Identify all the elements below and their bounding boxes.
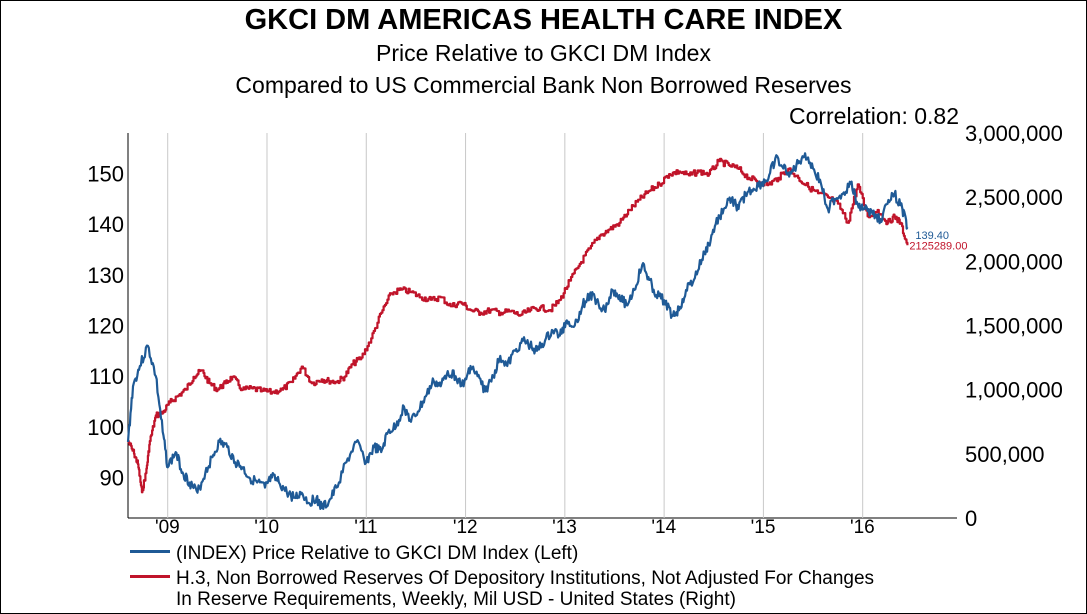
chart-title: GKCI DM AMERICAS HEALTH CARE INDEX	[244, 4, 843, 36]
series-line-index	[126, 152, 909, 510]
right-tick-label: 3,000,000	[965, 121, 1063, 146]
x-tick-label: '10	[254, 517, 279, 538]
x-tick-label: '09	[155, 517, 180, 538]
x-tick-label: '16	[850, 517, 875, 538]
end-value-label-reserves: 2125289.00	[909, 240, 967, 252]
chart-subtitle: Price Relative to GKCI DM Index	[376, 40, 711, 66]
end-value-label-index: 139.40	[915, 230, 949, 242]
x-tick-label: '13	[552, 517, 577, 538]
right-tick-label: 1,500,000	[965, 314, 1063, 339]
legend-item-series2-cont: In Reserve Requirements, Weekly, Mil USD…	[130, 589, 736, 610]
left-tick-label: 90	[100, 465, 124, 490]
x-tick-label: '15	[751, 517, 776, 538]
x-tick-label: '12	[453, 517, 478, 538]
right-tick-label: 2,000,000	[965, 249, 1063, 274]
x-tick-label: '11	[354, 517, 377, 538]
left-tick-label: 150	[87, 162, 124, 187]
right-tick-label: 500,000	[965, 442, 1045, 467]
left-tick-label: 120	[87, 314, 124, 339]
right-tick-label: 1,000,000	[965, 378, 1063, 403]
chart-subtitle-2: Compared to US Commercial Bank Non Borro…	[235, 72, 852, 98]
legend-label-series2: H.3, Non Borrowed Reserves Of Depository…	[176, 568, 875, 589]
correlation-label: Correlation: 0.82	[788, 103, 959, 129]
legend-item-series1: (INDEX) Price Relative to GKCI DM Index …	[130, 543, 578, 564]
legend-label-series1: (INDEX) Price Relative to GKCI DM Index …	[176, 543, 579, 564]
legend-item-series2: H.3, Non Borrowed Reserves Of Depository…	[130, 568, 874, 589]
left-tick-label: 130	[87, 263, 124, 288]
right-tick-label: 0	[965, 506, 977, 531]
legend-swatch-red	[130, 575, 170, 579]
left-tick-label: 140	[87, 212, 124, 237]
left-tick-label: 110	[89, 364, 124, 389]
right-tick-label: 2,500,000	[965, 185, 1063, 210]
legend-swatch-blue	[130, 550, 170, 554]
series-line-reserves	[127, 157, 909, 494]
x-tick-label: '14	[651, 517, 676, 538]
left-tick-label: 100	[87, 415, 124, 440]
legend-label-series2-cont: In Reserve Requirements, Weekly, Mil USD…	[176, 589, 736, 610]
